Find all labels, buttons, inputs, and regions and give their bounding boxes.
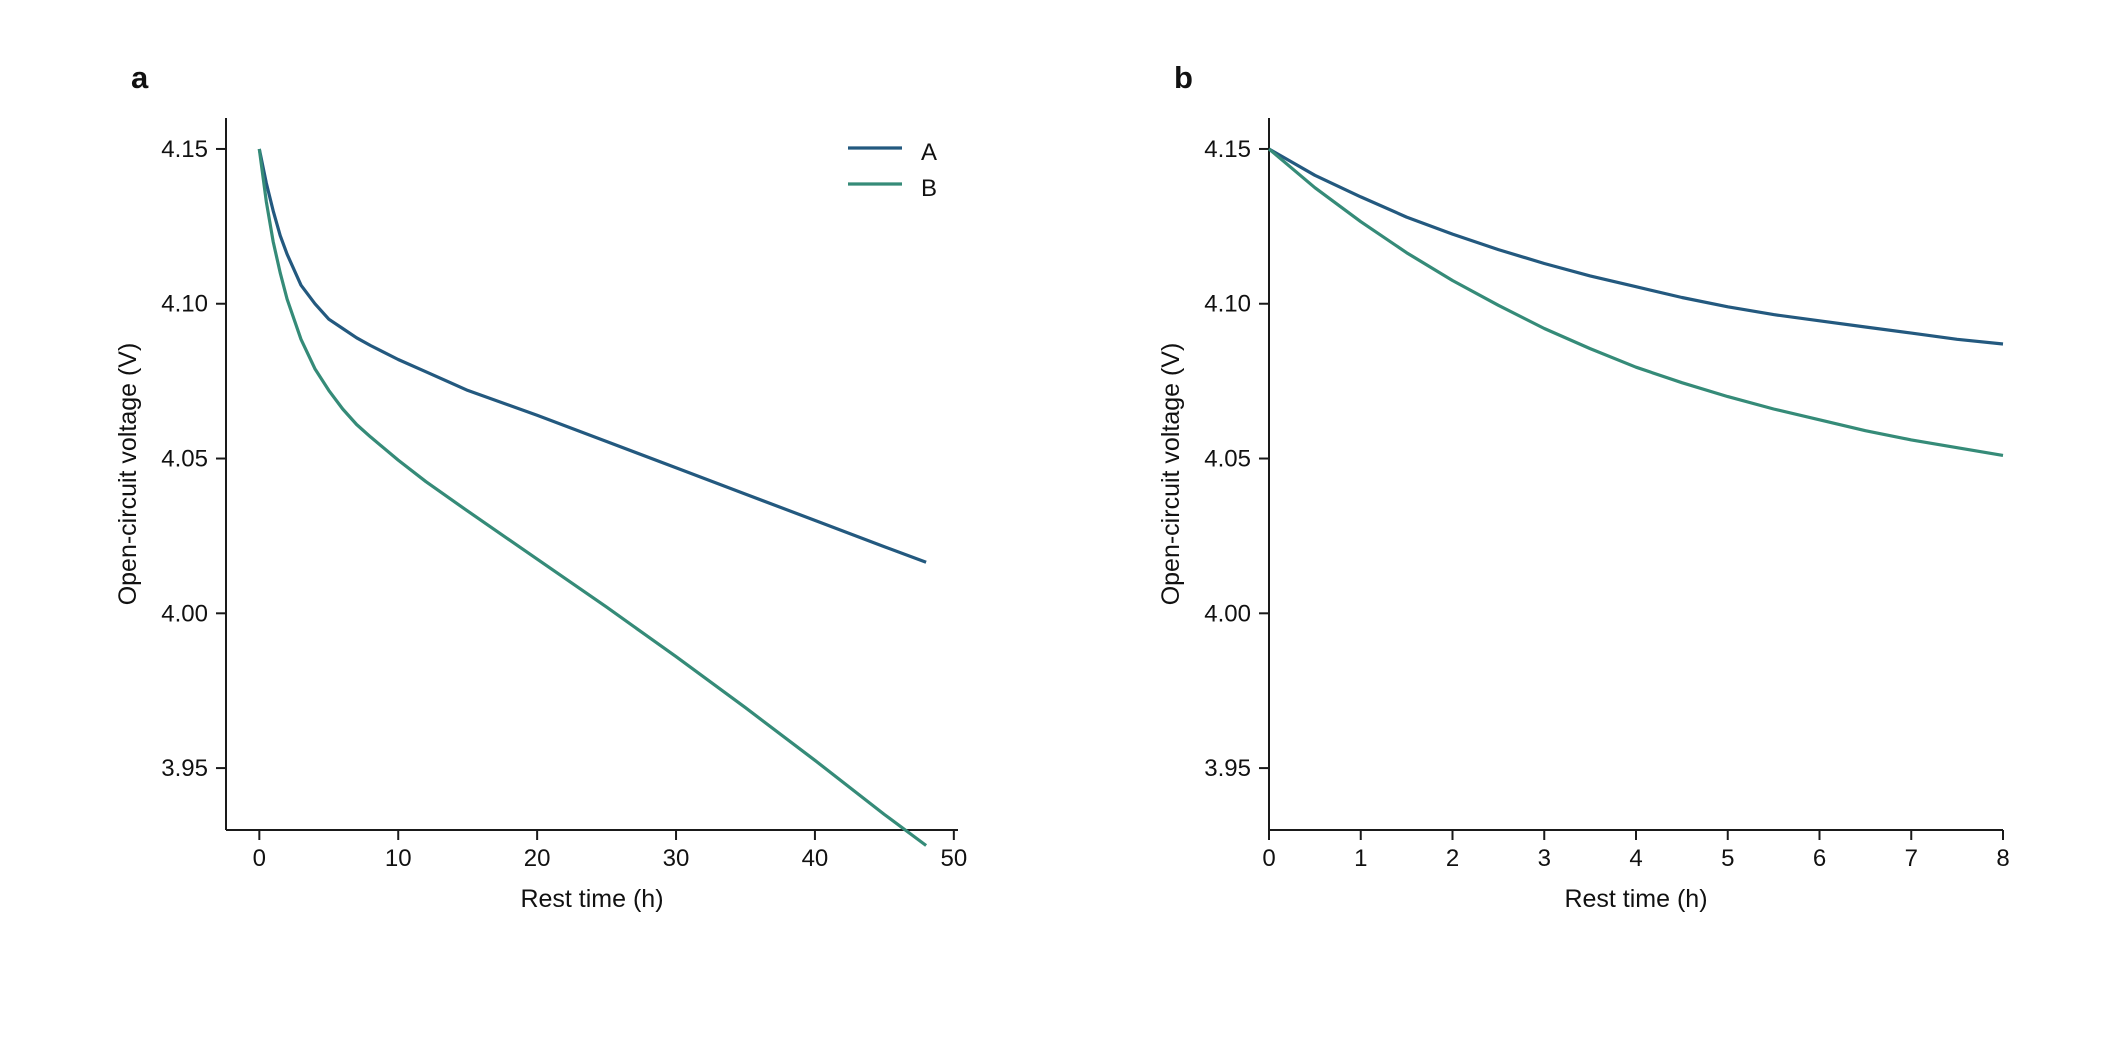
x-axis-label: Rest time (h) xyxy=(520,885,663,913)
series-group xyxy=(257,148,928,847)
y-tick-label: 4.10 xyxy=(161,291,208,318)
y-tick-label: 4.15 xyxy=(161,136,208,163)
y-tick-label: 3.95 xyxy=(161,755,208,782)
y-axis-label: Open-circuit voltage (V) xyxy=(1157,343,1185,606)
x-ticks: 0 1 2 3 4 5 6 7 8 xyxy=(1262,830,2010,872)
series-line-a xyxy=(257,148,927,564)
x-tick-label: 8 xyxy=(1996,845,2009,872)
y-tick-label: 4.00 xyxy=(161,600,208,627)
series-group xyxy=(1267,147,2004,457)
x-axis-label: Rest time (h) xyxy=(1564,885,1707,913)
y-tick-label: 4.10 xyxy=(1204,291,1251,318)
x-tick-label: 0 xyxy=(1262,845,1275,872)
legend-label-a: A xyxy=(921,139,937,166)
panel-b: b 3.95 4.00 4.05 4.10 4.15 0 1 2 3 4 5 6 7 8 Open-ci… xyxy=(1157,60,2010,913)
x-tick-label: 20 xyxy=(524,845,551,872)
x-tick-label: 6 xyxy=(1813,845,1826,872)
x-tick-label: 2 xyxy=(1446,845,1459,872)
x-tick-label: 5 xyxy=(1721,845,1734,872)
y-ticks: 3.95 4.00 4.05 4.10 4.15 xyxy=(161,136,226,782)
series-line-a xyxy=(1268,147,2004,346)
x-tick-label: 10 xyxy=(385,845,412,872)
y-axis-label: Open-circuit voltage (V) xyxy=(114,343,142,606)
x-tick-label: 7 xyxy=(1905,845,1918,872)
x-tick-label: 4 xyxy=(1629,845,1642,872)
y-ticks: 3.95 4.00 4.05 4.10 4.15 xyxy=(1204,136,1269,782)
legend: A B xyxy=(848,139,937,202)
y-tick-label: 4.00 xyxy=(1204,600,1251,627)
x-tick-label: 1 xyxy=(1354,845,1367,872)
series-line-b xyxy=(257,148,928,847)
x-tick-label: 50 xyxy=(940,845,967,872)
panel-a: a 3.95 4.00 4.05 4.10 4.15 0 10 20 30 40 50 Open-… xyxy=(114,60,967,913)
x-tick-label: 3 xyxy=(1538,845,1551,872)
legend-label-b: B xyxy=(921,175,937,202)
x-tick-label: 0 xyxy=(253,845,266,872)
series-line-b xyxy=(1267,147,2004,457)
x-tick-label: 40 xyxy=(802,845,829,872)
panel-label: a xyxy=(131,60,149,95)
panel-label: b xyxy=(1174,60,1193,95)
y-tick-label: 3.95 xyxy=(1204,755,1251,782)
x-ticks: 0 10 20 30 40 50 xyxy=(253,830,967,872)
y-tick-label: 4.15 xyxy=(1204,136,1251,163)
y-tick-label: 4.05 xyxy=(1204,446,1251,473)
y-tick-label: 4.05 xyxy=(161,446,208,473)
x-tick-label: 30 xyxy=(663,845,690,872)
